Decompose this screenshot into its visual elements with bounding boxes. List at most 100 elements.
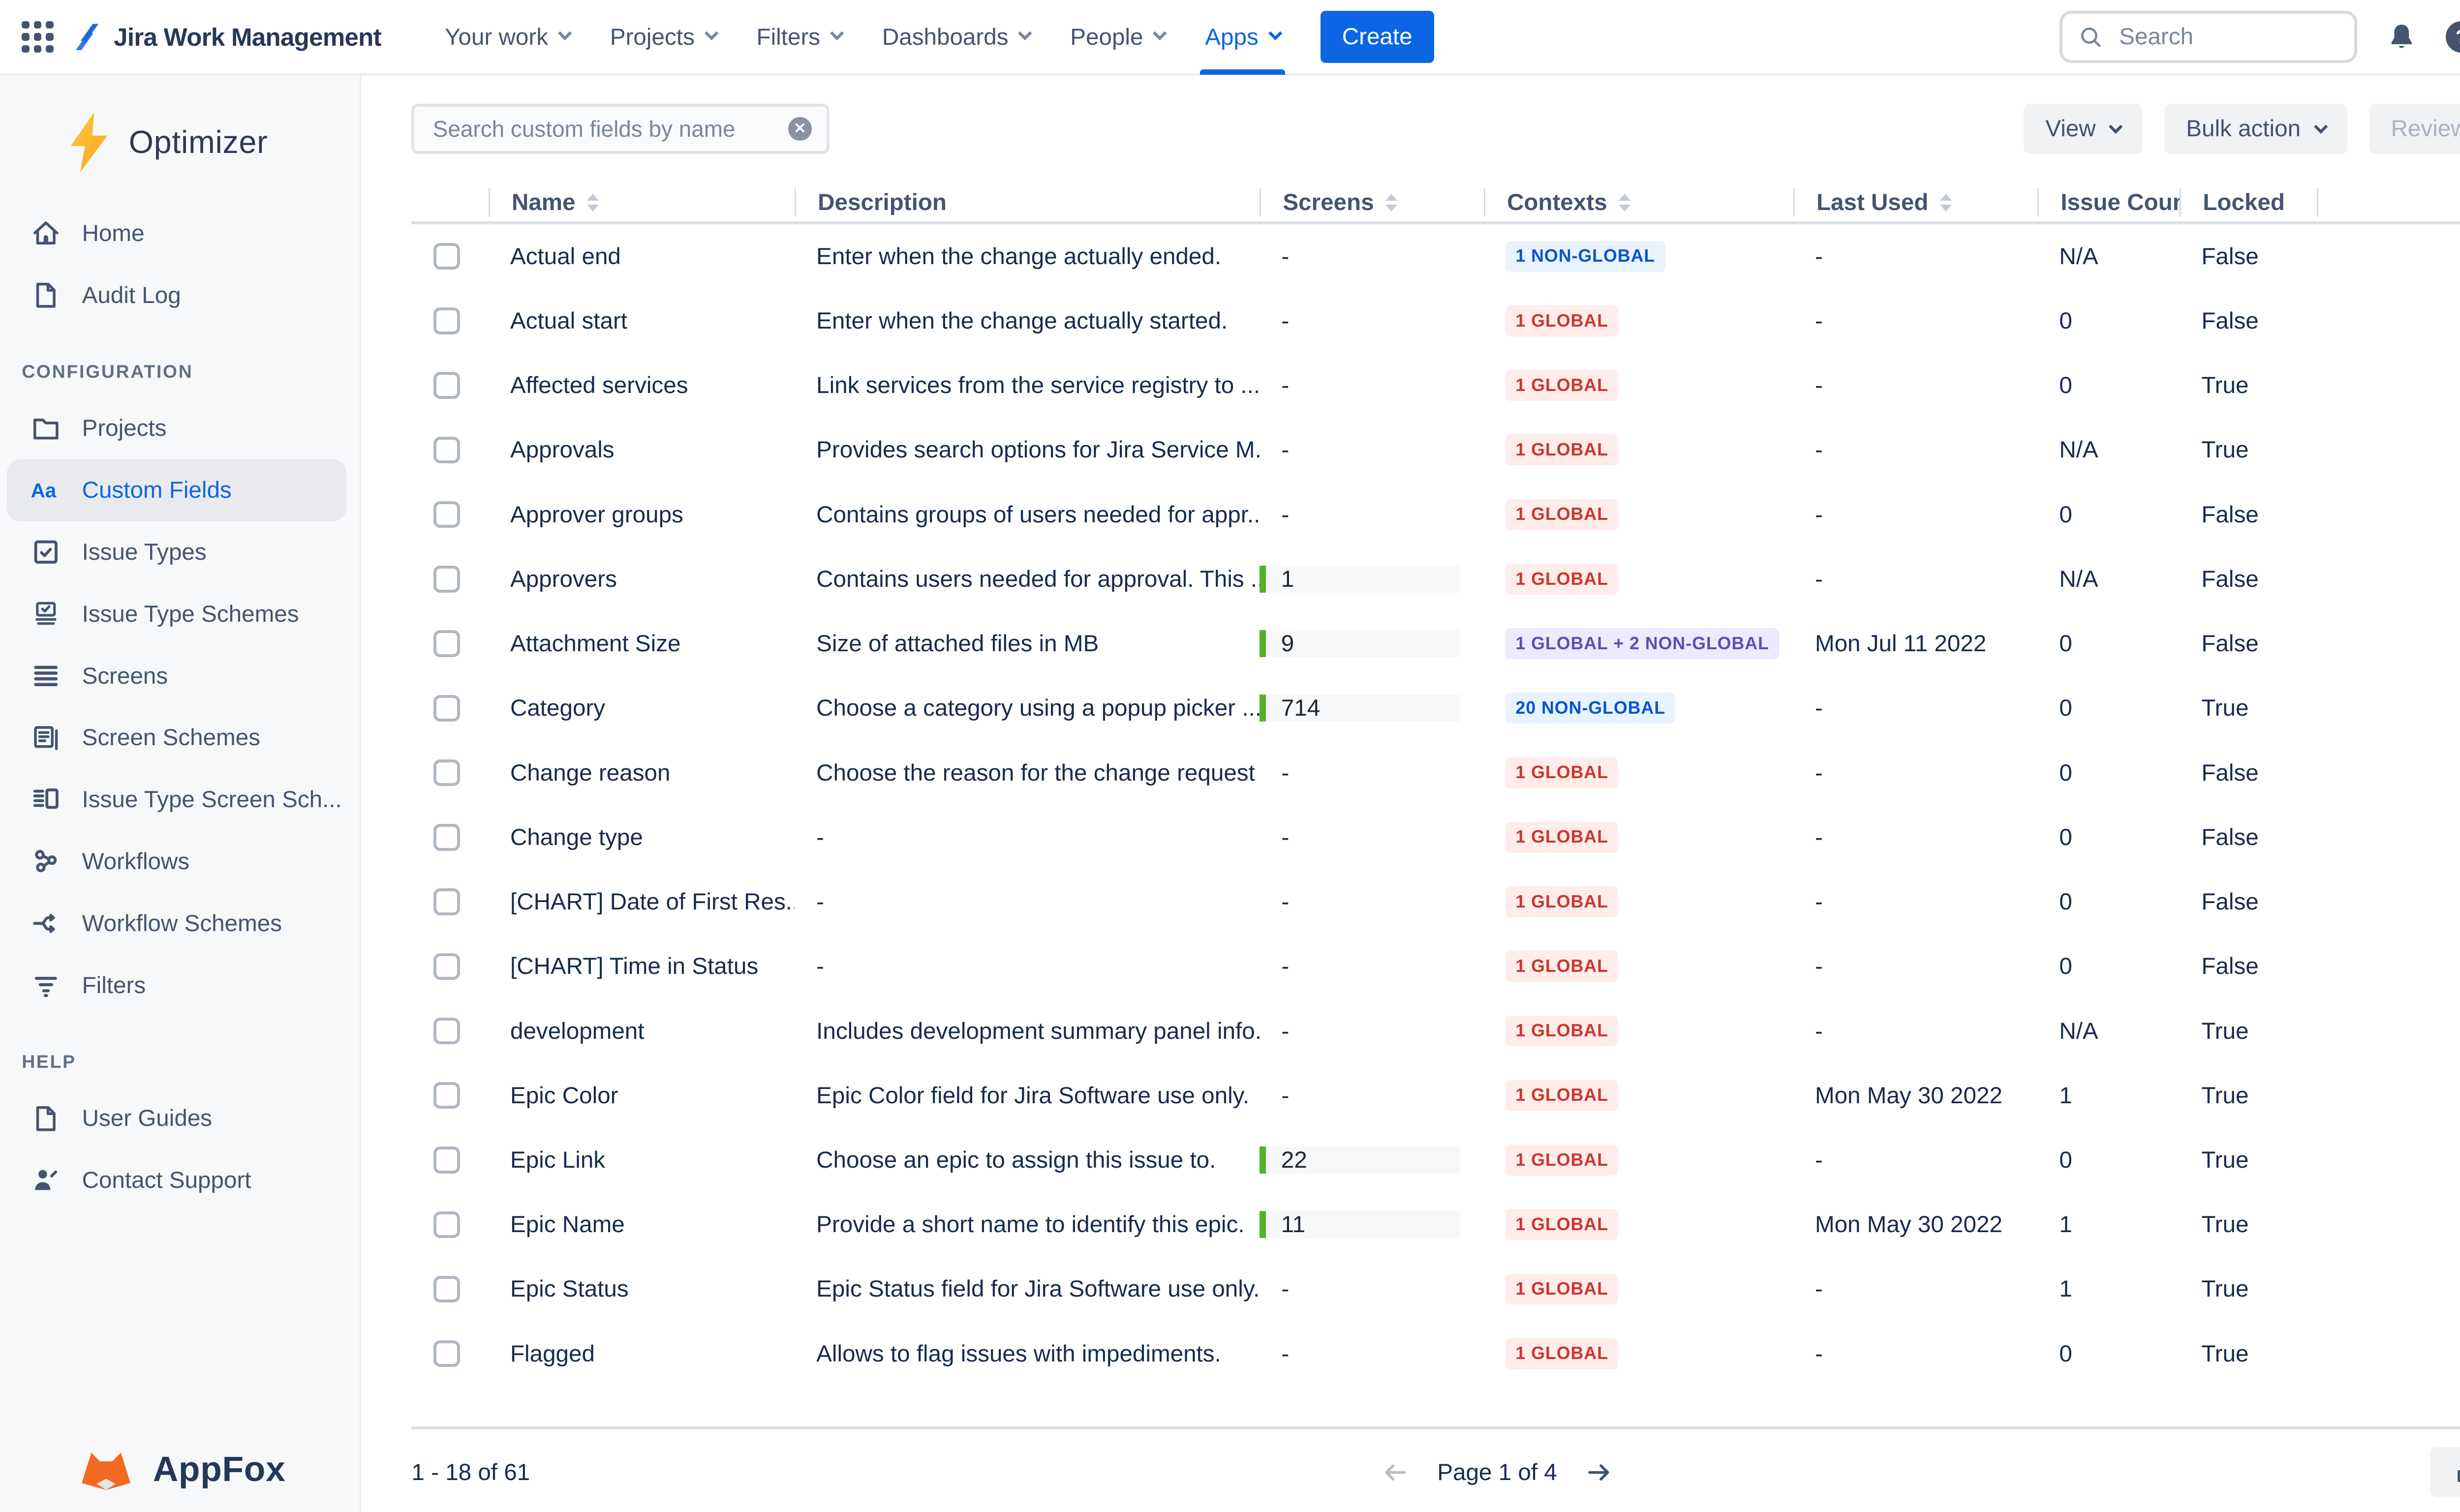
row-checkbox[interactable] [433, 630, 460, 657]
sort-icon[interactable] [1385, 193, 1398, 212]
row-checkbox[interactable] [433, 1147, 460, 1174]
cell-name[interactable]: Affected services [510, 372, 688, 399]
row-checkbox[interactable] [433, 953, 460, 980]
cell-last-used: - [1814, 372, 1823, 399]
nav-right-group: ? ⚙ JR [2059, 0, 2460, 74]
row-checkbox[interactable] [433, 501, 460, 528]
cell-description: Includes development summary panel info.… [816, 1018, 1260, 1044]
table-row: Change type - - 1 GLOBAL - 0 False [411, 805, 2460, 870]
column-header-contexts[interactable]: Contexts [1483, 188, 1793, 217]
table-row: [CHART] Date of First Res... - -1 GLOBAL -0… [411, 870, 2460, 934]
column-header-name[interactable]: Name [488, 188, 795, 217]
nav-item-projects[interactable]: Projects [590, 0, 737, 75]
sidebar-item-contact-support[interactable]: Contact Support [7, 1149, 347, 1211]
row-checkbox[interactable] [433, 243, 460, 270]
sidebar-item-issue-type-screen-sch[interactable]: Issue Type Screen Sch... [7, 769, 347, 831]
cell-spacer [2317, 483, 2460, 547]
nav-item-filters[interactable]: Filters [737, 0, 862, 75]
column-header-last-used[interactable]: Last Used [1793, 188, 2037, 217]
row-checkbox[interactable] [433, 436, 460, 464]
app-switcher-icon[interactable] [22, 21, 54, 53]
nav-item-people[interactable]: People [1050, 0, 1185, 75]
create-button[interactable]: Create [1320, 11, 1434, 63]
cell-name[interactable]: Actual end [510, 243, 621, 270]
next-page-arrow-icon[interactable] [1584, 1457, 1614, 1487]
cell-screens: 714 [1260, 676, 1484, 740]
row-checkbox[interactable] [433, 1211, 460, 1238]
cell-screens: - [1260, 870, 1484, 934]
cell-name[interactable]: Approvers [510, 566, 617, 592]
sidebar-item-screens[interactable]: Screens [7, 645, 347, 707]
help-icon[interactable]: ? [2446, 21, 2460, 53]
row-checkbox[interactable] [433, 566, 460, 593]
sidebar-item-projects[interactable]: Projects [7, 397, 347, 459]
cell-name[interactable]: Category [510, 695, 606, 722]
cell-name[interactable]: Attachment Size [510, 631, 681, 657]
row-checkbox[interactable] [433, 307, 460, 334]
sort-icon[interactable] [587, 193, 599, 212]
cell-name[interactable]: [CHART] Time in Status [510, 953, 759, 980]
nav-item-dashboards[interactable]: Dashboards [862, 0, 1050, 75]
row-checkbox[interactable] [433, 1082, 460, 1109]
cell-name[interactable]: Epic Link [510, 1147, 606, 1173]
cell-name[interactable]: Change type [510, 824, 643, 850]
row-checkbox[interactable] [433, 1017, 460, 1045]
sidebar-item-issue-types[interactable]: Issue Types [7, 521, 347, 583]
row-checkbox[interactable] [433, 824, 460, 851]
sort-icon[interactable] [1619, 193, 1631, 212]
row-checkbox[interactable] [433, 1275, 460, 1303]
cell-name[interactable]: Approver groups [510, 501, 683, 528]
cell-name[interactable]: Actual start [510, 307, 628, 334]
row-checkbox[interactable] [433, 372, 460, 399]
column-header-label: Locked [2203, 189, 2285, 216]
sidebar-item-user-guides[interactable]: User Guides [7, 1088, 347, 1149]
cell-contexts: 1 GLOBAL [1484, 1063, 1793, 1128]
bulk-action-button[interactable]: Bulk action [2164, 103, 2348, 154]
screens-value: - [1281, 824, 1290, 850]
sidebar-item-audit-log[interactable]: Audit Log [7, 264, 347, 326]
row-checkbox[interactable] [433, 888, 460, 915]
custom-field-search-input[interactable] [429, 114, 789, 144]
sidebar-item-workflow-schemes[interactable]: Workflow Schemes [7, 892, 347, 954]
cell-select [411, 224, 488, 289]
notifications-bell-icon[interactable] [2386, 21, 2418, 53]
row-checkbox[interactable] [433, 1340, 460, 1367]
global-search[interactable] [2059, 11, 2357, 63]
context-badge: 1 GLOBAL + 2 NON-GLOBAL [1505, 628, 1780, 660]
cell-contexts: 1 NON-GLOBAL [1484, 224, 1793, 289]
jira-brand[interactable]: Jira Work Management [70, 20, 382, 54]
table-row: Attachment Size Size of attached files in… [411, 611, 2460, 676]
export-button[interactable]: Export [2429, 1447, 2460, 1498]
cell-name[interactable]: development [510, 1018, 645, 1044]
sidebar-item-issue-type-schemes[interactable]: Issue Type Schemes [7, 583, 347, 645]
nav-item-apps[interactable]: Apps [1185, 0, 1300, 75]
cell-name[interactable]: Change reason [510, 759, 671, 786]
nav-item-label: Your work [445, 24, 549, 50]
previous-page-arrow-icon[interactable] [1381, 1457, 1411, 1487]
cell-name[interactable]: [CHART] Date of First Res... [510, 889, 795, 915]
cell-name[interactable]: Epic Status [510, 1276, 629, 1302]
toolbar: ✕ View Bulk action Review changes [411, 103, 2460, 154]
cell-name[interactable]: Epic Color [510, 1082, 618, 1109]
sidebar-item-workflows[interactable]: Workflows [7, 831, 347, 893]
row-checkbox[interactable] [433, 759, 460, 786]
sidebar-item-filters[interactable]: Filters [7, 954, 347, 1016]
nav-item-label: People [1070, 24, 1143, 50]
custom-field-search[interactable]: ✕ [411, 103, 830, 154]
sidebar-item-screen-schemes[interactable]: Screen Schemes [7, 707, 347, 769]
sidebar-item-home[interactable]: Home [7, 202, 347, 264]
row-checkbox[interactable] [433, 695, 460, 722]
sidebar-item-custom-fields[interactable]: Aa Custom Fields [6, 459, 347, 521]
view-button[interactable]: View [2024, 103, 2143, 154]
review-changes-button[interactable]: Review changes [2369, 103, 2460, 154]
cell-name[interactable]: Flagged [510, 1340, 595, 1367]
clear-search-icon[interactable]: ✕ [788, 117, 812, 141]
column-header-screens[interactable]: Screens [1260, 188, 1484, 217]
global-search-input[interactable] [2116, 22, 2339, 52]
nav-item-your-work[interactable]: Your work [425, 0, 590, 75]
sort-icon[interactable] [1940, 193, 1952, 212]
cell-name[interactable]: Epic Name [510, 1211, 625, 1238]
cell-name[interactable]: Approvals [510, 437, 615, 463]
context-badge: 1 GLOBAL [1505, 757, 1619, 788]
sidebar-item-label: Issue Type Screen Sch... [82, 786, 342, 813]
